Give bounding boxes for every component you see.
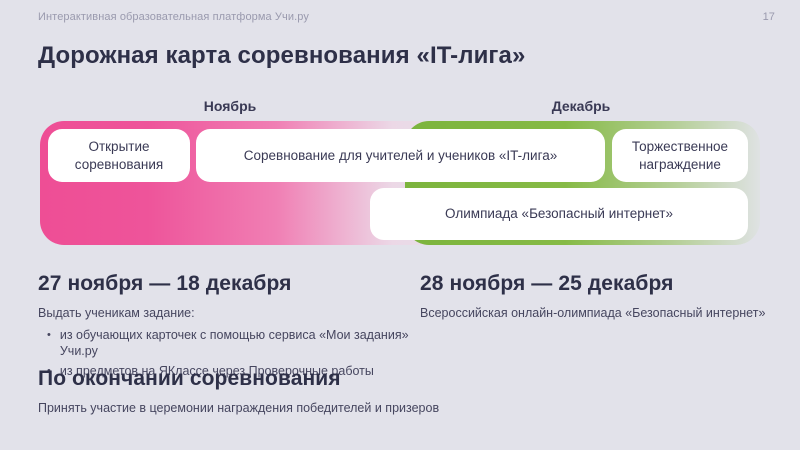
section-intro: Всероссийская онлайн-олимпиада «Безопасн… [420, 306, 766, 320]
roadmap-timeline-bar: Открытие соревнования Соревнование для у… [40, 121, 760, 245]
stage-olympiad: Олимпиада «Безопасный интернет» [370, 188, 748, 240]
section-heading: По окончании соревнования [38, 367, 341, 390]
stage-contest: Соревнование для учителей и учеников «IT… [196, 129, 605, 182]
task-list: из обучающих карточек с помощью сервиса … [38, 327, 410, 380]
slide-title: Дорожная карта соревнования «IT-лига» [38, 42, 526, 69]
section-dates-heading: 28 ноября — 25 декабря [420, 272, 674, 295]
section-after-contest: По окончании соревнования Принять участи… [38, 367, 558, 422]
task-bullet: из предметов на ЯКлассе через Проверочны… [47, 363, 410, 380]
section-intro: Выдать ученикам задание: [38, 306, 195, 320]
slide-header: Интерактивная образовательная платформа … [38, 11, 775, 23]
month-label-december: Декабрь [551, 98, 611, 114]
section-intro: Принять участие в церемонии награждения … [38, 401, 440, 415]
stage-awarding: Торжественное награждение [612, 129, 748, 182]
task-bullet: из обучающих карточек с помощью сервиса … [47, 327, 410, 360]
stage-opening: Открытие соревнования [48, 129, 190, 182]
section-olympiad-dates: 28 ноября — 25 декабря Всероссийская онл… [420, 272, 780, 327]
section-dates-heading: 27 ноября — 18 декабря [38, 272, 292, 295]
page-number: 17 [762, 11, 775, 23]
platform-label: Интерактивная образовательная платформа … [38, 11, 309, 23]
section-teacher-tasks: 27 ноября — 18 декабря Выдать ученикам з… [38, 272, 410, 384]
month-label-november: Ноябрь [203, 98, 257, 114]
